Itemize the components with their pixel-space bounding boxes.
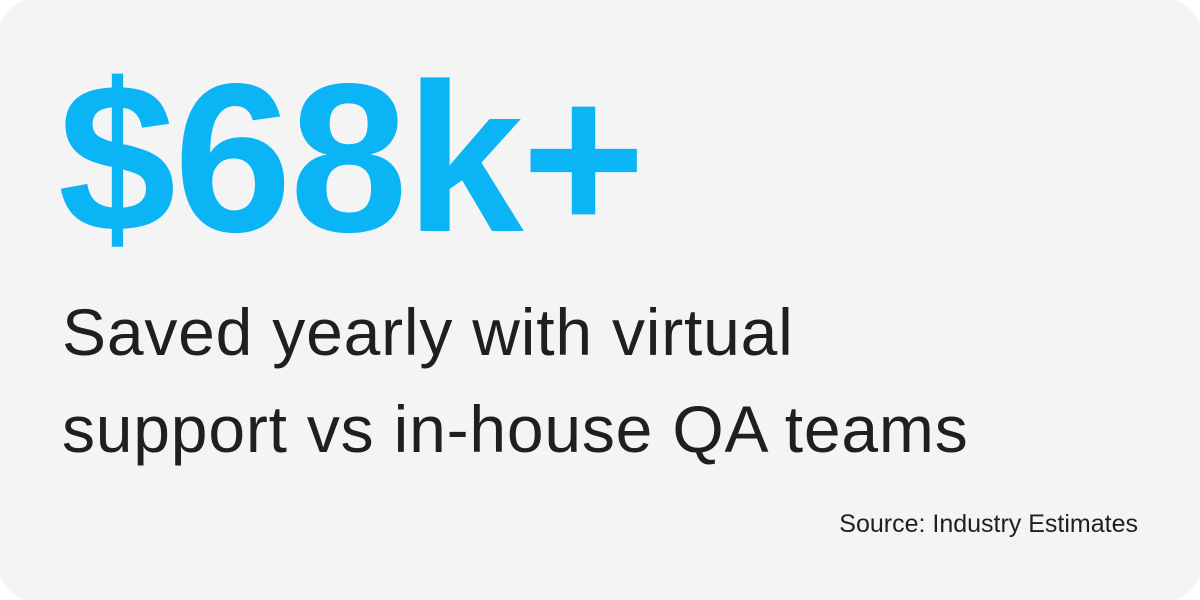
description-line-1: Saved yearly with virtual bbox=[62, 295, 794, 369]
description-line-2: support vs in-house QA teams bbox=[62, 392, 969, 466]
source-note: Source: Industry Estimates bbox=[839, 510, 1138, 538]
stat-value: $68k+ bbox=[58, 39, 645, 276]
stat-description: Saved yearly with virtual support vs in-… bbox=[62, 284, 969, 478]
